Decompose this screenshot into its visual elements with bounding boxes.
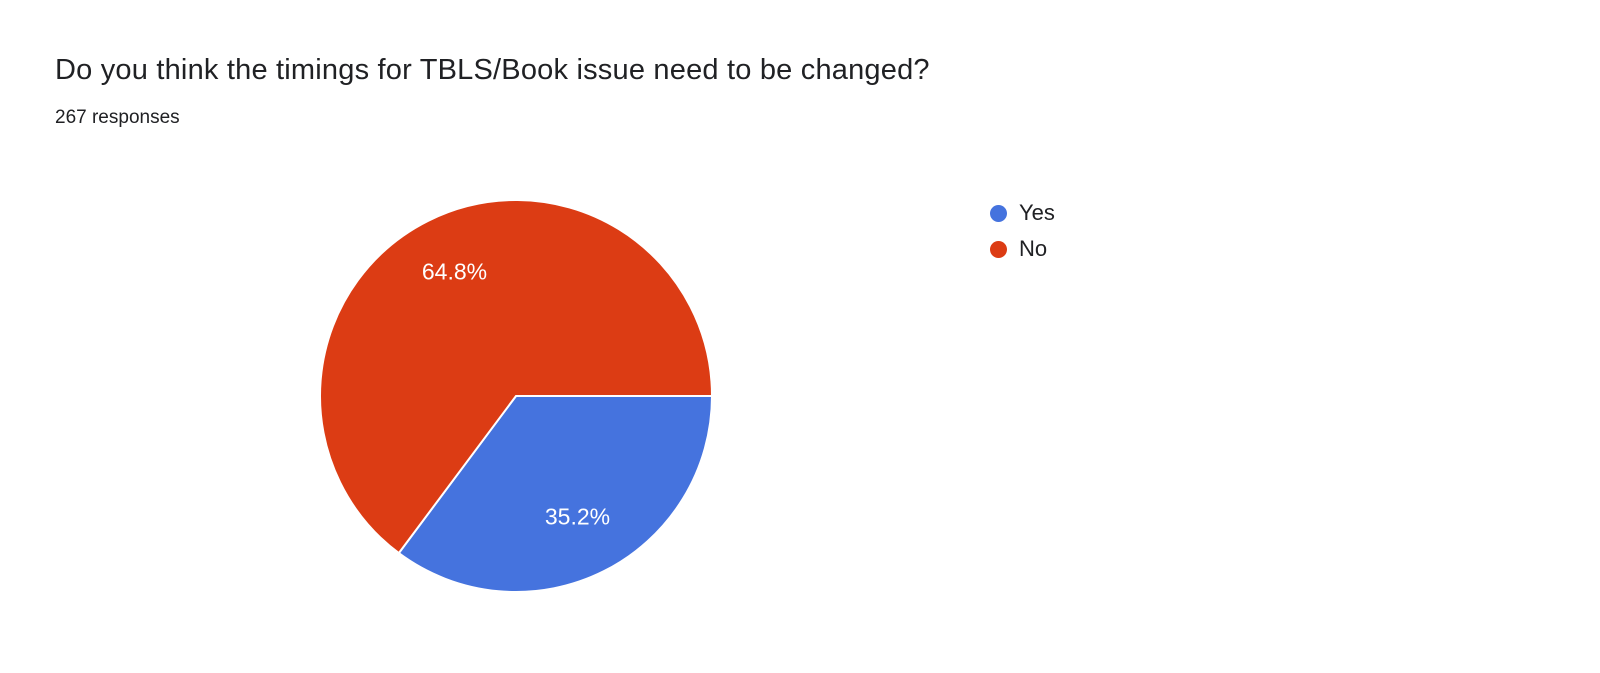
legend-swatch-yes (990, 204, 1007, 222)
pie-chart: 35.2% 64.8% (319, 199, 713, 593)
pie-slice-label: 35.2% (545, 504, 610, 530)
legend-item-yes: Yes (990, 202, 1055, 224)
legend-item-no: No (990, 238, 1055, 260)
legend-swatch-no (990, 240, 1007, 258)
responses-count: 267 responses (55, 107, 180, 128)
pie-slice-yes[interactable] (397, 395, 713, 593)
legend-label: No (1019, 236, 1048, 261)
chart-legend: Yes No (990, 202, 1055, 260)
legend-label: Yes (1019, 200, 1055, 225)
pie-slice-no[interactable] (319, 199, 713, 555)
pie-slice-label: 64.8% (422, 258, 487, 284)
question-title: Do you think the timings for TBLS/Book i… (55, 54, 930, 86)
